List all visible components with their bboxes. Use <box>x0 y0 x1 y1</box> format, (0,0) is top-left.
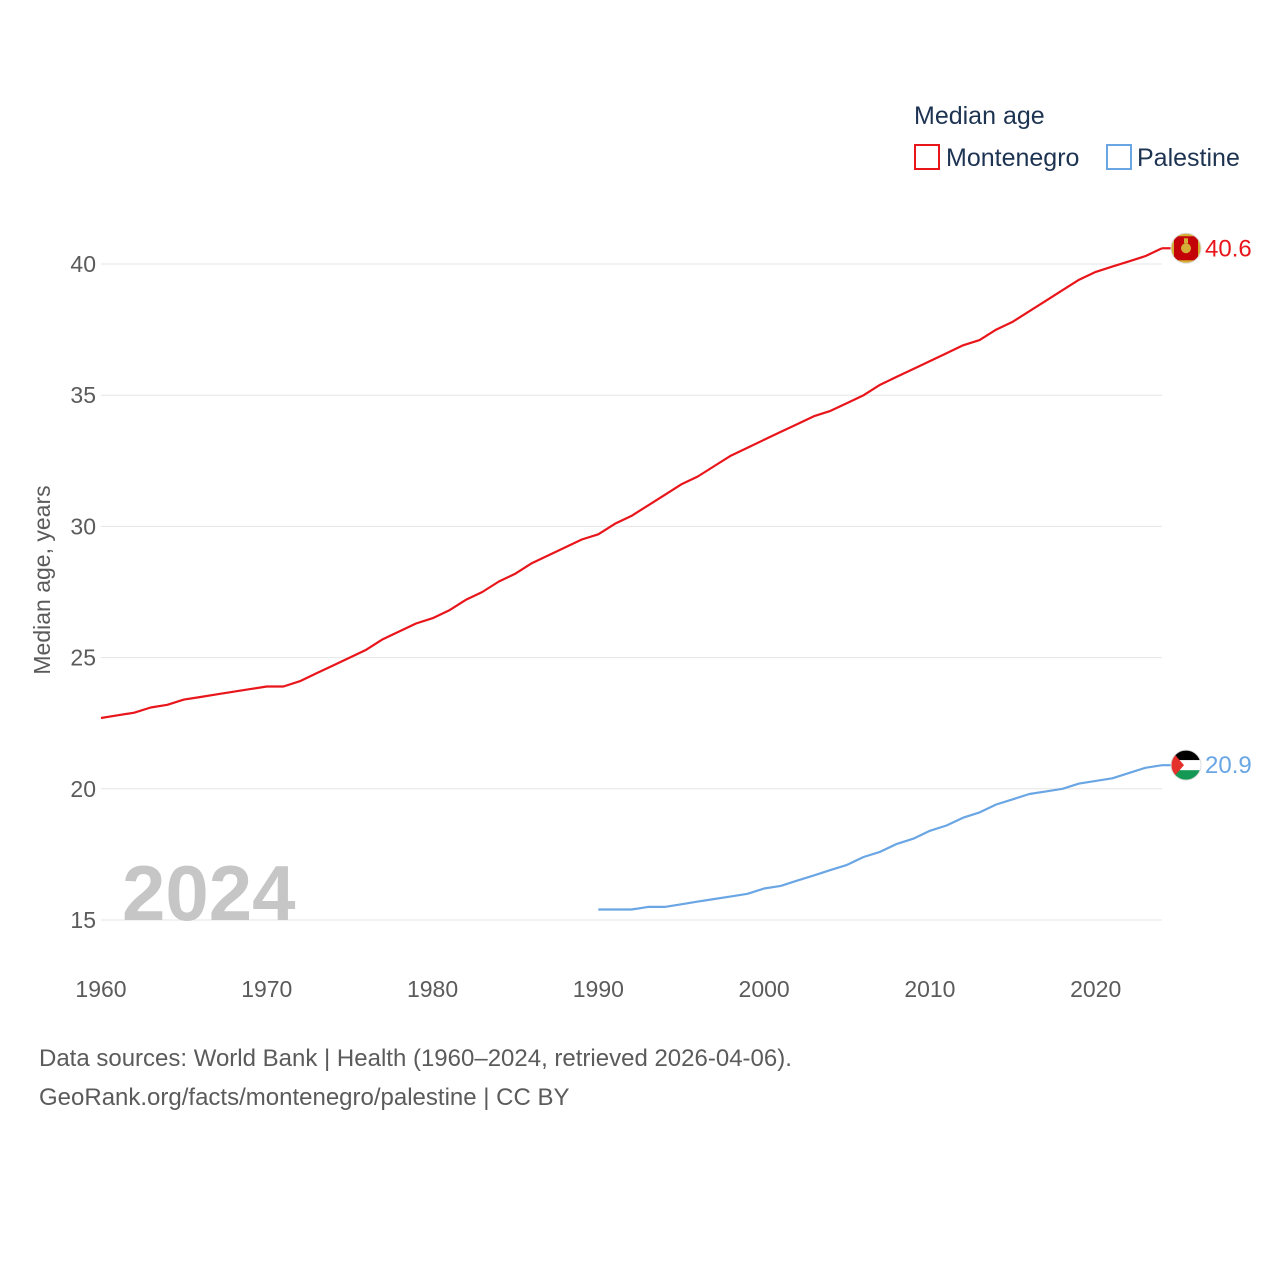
x-tick-label-2010: 2010 <box>904 976 955 1002</box>
y-axis-label: Median age, years <box>29 485 55 674</box>
legend-label-montenegro: Montenegro <box>946 144 1079 172</box>
legend: Median age Montenegro Palestine <box>914 102 1240 172</box>
x-tick-label-1970: 1970 <box>241 976 292 1002</box>
x-tick-label-2020: 2020 <box>1070 976 1121 1002</box>
data-sources-text: Data sources: World Bank | Health (1960–… <box>39 1045 792 1072</box>
end-value-label-palestine: 20.9 <box>1205 752 1252 779</box>
x-axis-ticks: 1960 1970 1980 1990 2000 2010 2020 <box>75 976 1121 1002</box>
y-tick-label-35: 35 <box>70 382 96 408</box>
y-tick-label-15: 15 <box>70 907 96 933</box>
y-tick-label-30: 30 <box>70 513 96 539</box>
x-tick-label-1980: 1980 <box>407 976 458 1002</box>
series-line-palestine[interactable] <box>598 764 1163 911</box>
x-tick-label-2000: 2000 <box>739 976 790 1002</box>
series-lines <box>100 247 1163 911</box>
legend-label-palestine: Palestine <box>1137 144 1240 172</box>
x-tick-label-1990: 1990 <box>573 976 624 1002</box>
y-tick-label-40: 40 <box>70 251 96 277</box>
series-end-labels: 40.6 20.9 <box>1162 232 1252 781</box>
legend-title: Median age <box>914 102 1045 130</box>
y-axis-ticks: 15 20 25 30 35 40 <box>70 251 96 933</box>
x-tick-label-1960: 1960 <box>75 976 126 1002</box>
year-watermark: 2024 <box>122 849 296 937</box>
y-tick-label-20: 20 <box>70 776 96 802</box>
legend-item-montenegro[interactable]: Montenegro <box>914 144 1079 172</box>
legend-swatch-palestine <box>1106 144 1132 170</box>
end-value-label-montenegro: 40.6 <box>1205 235 1252 262</box>
legend-swatch-montenegro <box>914 144 940 170</box>
credit-link[interactable]: GeoRank.org/facts/montenegro/palestine |… <box>39 1084 570 1111</box>
palestine-flag-icon <box>1170 749 1202 781</box>
gridlines <box>101 263 1162 921</box>
series-line-montenegro[interactable] <box>100 247 1163 720</box>
y-tick-label-25: 25 <box>70 645 96 671</box>
montenegro-flag-icon <box>1170 232 1202 264</box>
legend-item-palestine[interactable]: Palestine <box>1106 144 1240 172</box>
